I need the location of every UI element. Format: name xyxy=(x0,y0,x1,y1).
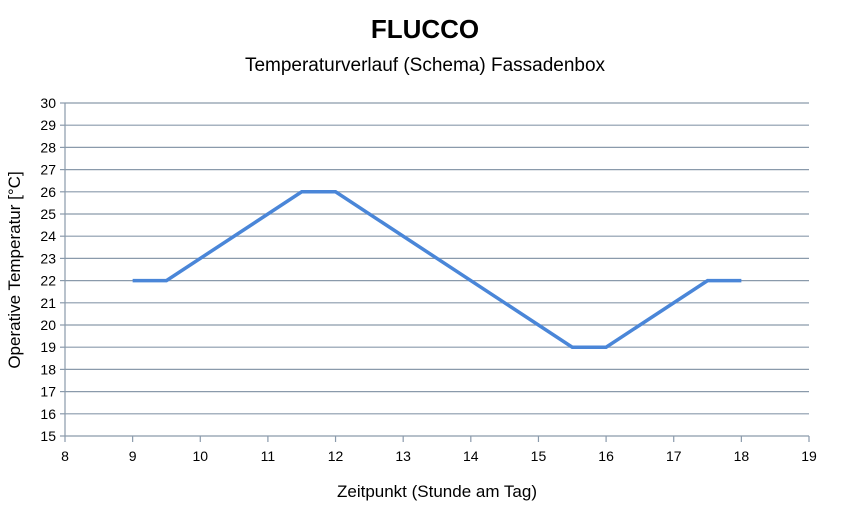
y-tick-label: 18 xyxy=(40,361,56,377)
y-axis-label: Operative Temperatur [°C] xyxy=(5,171,24,368)
y-tick-label: 29 xyxy=(40,117,56,133)
y-tick-label: 24 xyxy=(40,228,56,244)
y-tick-label: 25 xyxy=(40,206,56,222)
y-tick-label: 16 xyxy=(40,406,56,422)
y-tick-label: 27 xyxy=(40,162,56,178)
y-tick-labels: 15 16 17 18 19 20 21 22 23 24 25 26 27 28 29 30 xyxy=(40,95,56,444)
x-tick-label: 9 xyxy=(129,448,137,464)
y-tick-label: 20 xyxy=(40,317,56,333)
x-tick-label: 12 xyxy=(328,448,344,464)
series-line-0 xyxy=(132,190,742,349)
x-tick-label: 17 xyxy=(666,448,682,464)
x-tick-label: 15 xyxy=(531,448,547,464)
x-tick-label: 19 xyxy=(801,448,817,464)
gridlines xyxy=(65,102,809,415)
y-tick-label: 21 xyxy=(40,295,56,311)
y-tick-label: 26 xyxy=(40,184,56,200)
y-tick-label: 19 xyxy=(40,339,56,355)
x-tick-label: 10 xyxy=(192,448,208,464)
x-tick-label: 11 xyxy=(261,448,276,464)
y-tick-label: 15 xyxy=(40,428,56,444)
y-tick-label: 22 xyxy=(40,273,56,289)
x-tick-labels: 8 9 10 11 12 13 14 15 16 17 18 19 xyxy=(61,448,817,464)
chart-subtitle: Temperaturverlauf (Schema) Fassadenbox xyxy=(245,55,606,76)
x-tick-label: 18 xyxy=(734,448,750,464)
axes xyxy=(60,102,810,442)
y-tick-label: 23 xyxy=(40,250,56,266)
x-tick-label: 16 xyxy=(598,448,614,464)
y-tick-label: 17 xyxy=(40,384,56,400)
chart-title: FLUCCO xyxy=(371,14,479,44)
x-axis-label: Zeitpunkt (Stunde am Tag) xyxy=(337,482,537,501)
series-group xyxy=(132,190,742,349)
x-tick-label: 14 xyxy=(463,448,479,464)
y-tick-label: 30 xyxy=(40,95,56,111)
x-tick-label: 8 xyxy=(61,448,69,464)
y-tick-label: 28 xyxy=(40,139,56,155)
x-tick-label: 13 xyxy=(395,448,411,464)
